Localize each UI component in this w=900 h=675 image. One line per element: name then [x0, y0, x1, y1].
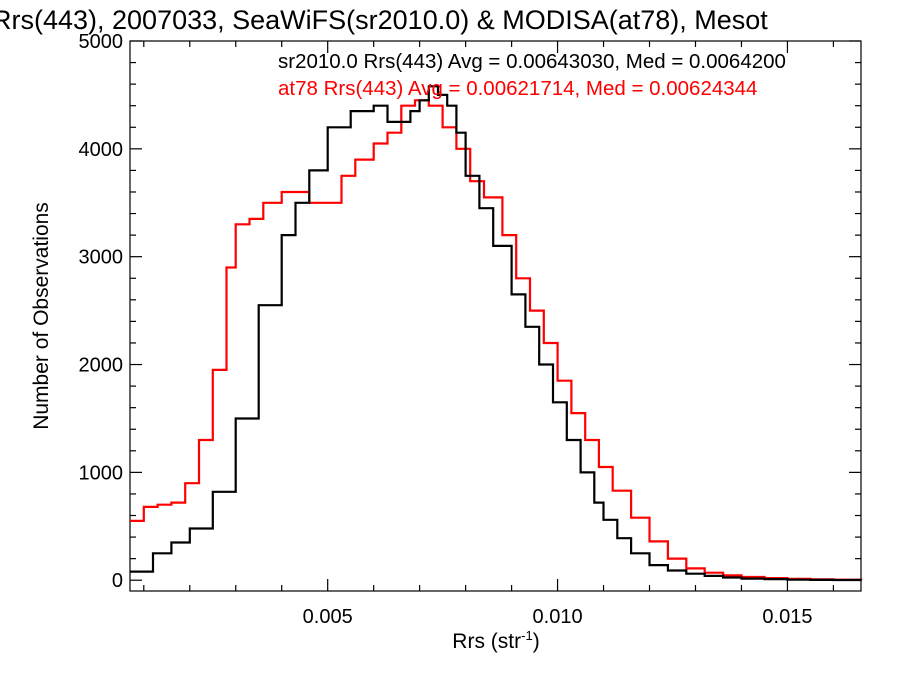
y-tick-label: 3000 [79, 247, 124, 269]
x-axis-title-sup: -1 [521, 628, 533, 643]
series-line-at78 [130, 99, 863, 581]
y-tick-label: 4000 [79, 139, 124, 161]
x-axis-title-main: Rrs (str [452, 630, 521, 653]
chart-title: Rrs(443), 2007033, SeaWiFS(sr2010.0) & M… [0, 5, 768, 35]
plot-area [129, 40, 862, 592]
x-axis-title-end: ) [533, 630, 540, 653]
x-tick-label: 0.010 [533, 606, 583, 628]
series-layer [130, 85, 863, 582]
y-tick-label: 5000 [79, 31, 124, 53]
legend-entry-sr2010-0: sr2010.0 Rrs(443) Avg = 0.00643030, Med … [278, 50, 786, 73]
y-tick-label: 0 [112, 570, 123, 592]
y-tick-label: 1000 [79, 462, 124, 484]
legend-entry-at78: at78 Rrs(443) Avg = 0.00621714, Med = 0.… [278, 77, 757, 100]
x-axis-title: Rrs (str-1) [452, 628, 539, 653]
legend: sr2010.0 Rrs(443) Avg = 0.00643030, Med … [278, 50, 786, 100]
y-tick-label: 2000 [79, 355, 124, 377]
tick-layer: 0.005 0.010 0.015 0 1000 2000 3000 4000 5000 [79, 31, 861, 628]
x-tick-label: 0.015 [762, 606, 812, 628]
y-axis-title: Number of Observations [30, 202, 53, 430]
x-tick-label: 0.005 [303, 606, 353, 628]
series-line-sr2010-0 [130, 85, 863, 582]
